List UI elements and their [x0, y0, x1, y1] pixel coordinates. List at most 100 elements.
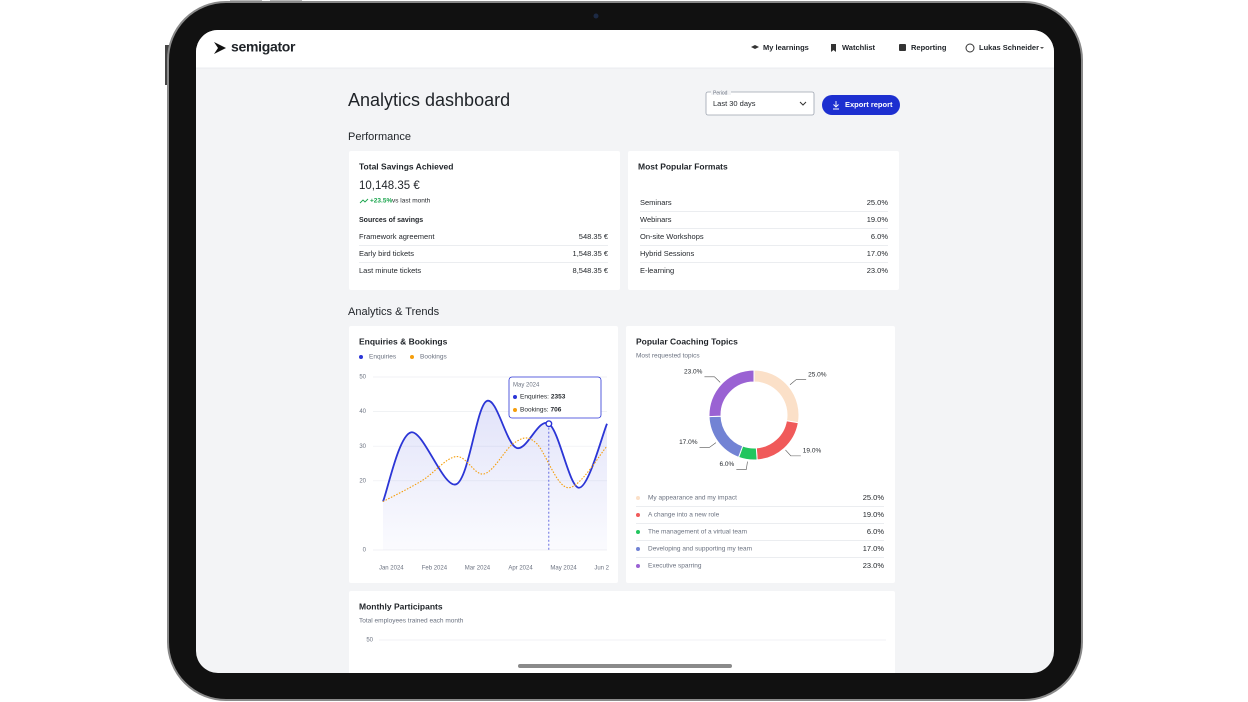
tooltip: [508, 376, 602, 419]
period-select[interactable]: [705, 91, 815, 116]
x-tick-label: May 2024: [550, 566, 577, 572]
bar-chart: 50: [366, 638, 886, 644]
tooltip-label: Enquiries:: [520, 394, 549, 401]
row-label: Last minute tickets: [359, 266, 421, 275]
donut-segment: [708, 369, 755, 418]
leader-line: [785, 449, 801, 457]
icon: [833, 101, 839, 110]
legend-dot: [636, 530, 640, 534]
y-tick-label: 50: [366, 638, 373, 644]
legend-value: 19.0%: [863, 510, 885, 519]
row-label: Webinars: [640, 215, 672, 224]
line: [382, 400, 608, 502]
y-tick-label: 20: [359, 478, 366, 484]
trend: +23.5%: [370, 198, 392, 205]
legend-value: 23.0%: [863, 561, 885, 570]
legend-value: 17.0%: [863, 544, 885, 553]
icon: [1040, 47, 1044, 49]
line: [382, 437, 608, 503]
y-tick-label: 0: [363, 548, 367, 554]
legend-label: Enquiries: [369, 354, 397, 361]
legend-dot: [359, 355, 363, 359]
select-value: Last 30 days: [713, 99, 756, 108]
row-value: 6.0%: [871, 232, 888, 241]
user-menu[interactable]: Lukas Schneider: [979, 43, 1039, 52]
x-tick-label: Jan 2024: [379, 566, 404, 572]
subheading: Sources of savings: [359, 217, 423, 224]
legend-dot: [636, 547, 640, 551]
screen: semigator My learnings Watchlist Reporti…: [196, 30, 1054, 673]
icon: [965, 43, 975, 53]
x-tick-label: Feb 2024: [422, 566, 448, 572]
legend-dot: [410, 355, 414, 359]
row-value: 25.0%: [867, 198, 889, 207]
nav-link[interactable]: Watchlist: [842, 43, 876, 52]
donut-label: 19.0%: [803, 448, 822, 455]
icon: [899, 44, 906, 51]
row-value: 19.0%: [867, 215, 889, 224]
line-chart: 0 20 30 40 50 Jan 2024 Feb 2024 Mar 2024 Apr 202…: [359, 375, 609, 572]
legend-dot: [636, 513, 640, 517]
x-tick-label: Apr 2024: [508, 566, 533, 572]
nav-link[interactable]: Reporting: [911, 43, 947, 52]
row-label: Hybrid Sessions: [640, 249, 694, 258]
camera: [593, 13, 599, 19]
brand-logo: [214, 42, 226, 54]
donut-label: 23.0%: [684, 369, 703, 376]
legend-label: Developing and supporting my team: [648, 546, 752, 553]
row-value: 1,548.35 €: [573, 249, 609, 258]
section-heading: Performance: [348, 131, 411, 143]
leader-line: [789, 379, 807, 386]
legend-label: My appearance and my impact: [648, 495, 737, 502]
donut-label: 6.0%: [720, 461, 735, 468]
card-subtitle: Most requested topics: [636, 353, 700, 360]
tooltip-value: 706: [551, 407, 562, 414]
leader-line: [736, 461, 748, 470]
export-button[interactable]: [822, 95, 900, 115]
row-label: On-site Workshops: [640, 232, 704, 241]
brand[interactable]: semigator: [231, 39, 296, 55]
row-label: Early bird tickets: [359, 249, 414, 258]
select-label: Period: [713, 90, 728, 96]
hover-point: [545, 420, 553, 428]
row-label: Framework agreement: [359, 232, 435, 241]
legend-dot: [636, 564, 640, 568]
leader-line: [699, 442, 717, 448]
legend-label: The management of a virtual team: [648, 529, 747, 536]
area: [383, 400, 607, 550]
chevron: [799, 101, 807, 106]
icon: [831, 44, 836, 52]
y-tick-label: 30: [359, 444, 366, 450]
total-savings: 10,148.35 €: [359, 180, 420, 192]
row-label: Seminars: [640, 198, 672, 207]
tooltip-label: Bookings:: [520, 407, 549, 414]
page-title: Analytics dashboard: [348, 90, 510, 110]
leader-line: [704, 376, 721, 383]
row-value: 23.0%: [867, 266, 889, 275]
row-value: 17.0%: [867, 249, 889, 258]
export-label[interactable]: Export report: [845, 100, 893, 109]
donut-label: 25.0%: [808, 371, 827, 378]
home-indicator: [518, 664, 732, 668]
card-title: Total Savings Achieved: [359, 161, 453, 171]
nav-link[interactable]: My learnings: [763, 43, 809, 52]
x-tick-label: Mar 2024: [465, 566, 491, 572]
donut-label: 17.0%: [679, 439, 698, 446]
row-label: E-learning: [640, 266, 674, 275]
tooltip-title: May 2024: [513, 383, 540, 389]
row-value: 548.35 €: [579, 232, 609, 241]
icon: [751, 45, 759, 49]
card-subtitle: Total employees trained each month: [359, 618, 464, 625]
trend-icon: [359, 198, 369, 204]
card: [349, 591, 895, 673]
tooltip-dot: [513, 408, 517, 412]
navbar: [196, 30, 1054, 68]
y-tick-label: 40: [359, 409, 366, 415]
tooltip-value: 2353: [551, 394, 566, 401]
trend-suffix: vs last month: [392, 198, 431, 205]
y-tick-label: 50: [359, 375, 366, 381]
section-heading: Analytics & Trends: [348, 306, 440, 318]
content-bg: [196, 30, 1054, 673]
